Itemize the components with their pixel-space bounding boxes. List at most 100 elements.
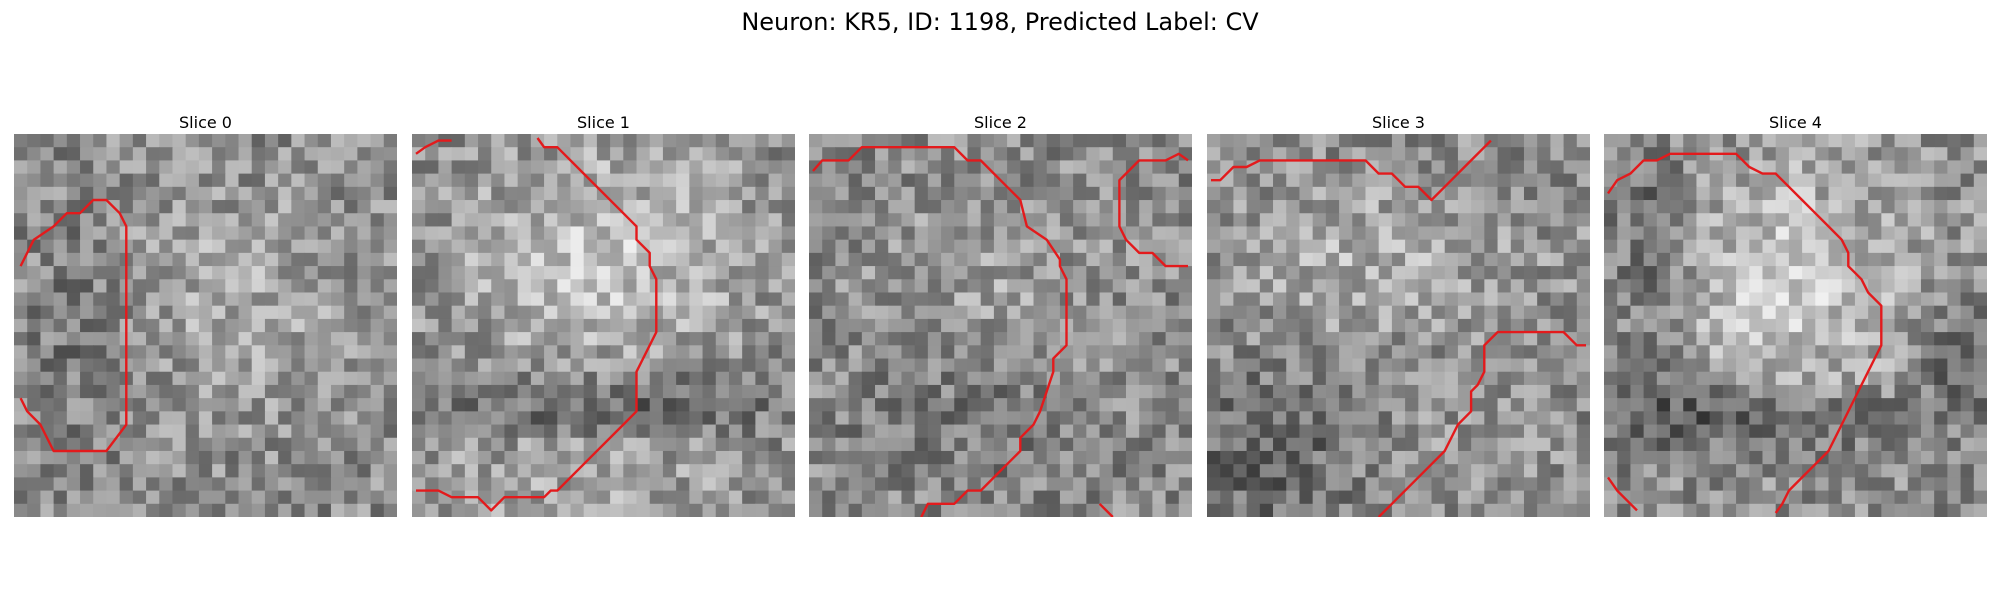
pixel bbox=[225, 345, 240, 360]
pixel bbox=[914, 292, 929, 307]
pixel bbox=[1299, 226, 1314, 241]
pixel bbox=[1802, 345, 1816, 360]
pixel bbox=[1537, 239, 1551, 254]
pixel bbox=[1418, 398, 1433, 412]
pixel bbox=[1934, 332, 1948, 346]
pixel bbox=[1576, 213, 1590, 227]
pixel bbox=[993, 398, 1008, 412]
pixel bbox=[159, 213, 173, 227]
pixel bbox=[238, 398, 253, 412]
pixel bbox=[1683, 398, 1697, 412]
pixel bbox=[146, 239, 160, 254]
pixel bbox=[225, 213, 240, 227]
pixel bbox=[1020, 266, 1035, 280]
pixel bbox=[106, 266, 121, 280]
pixel bbox=[383, 213, 397, 227]
pixel bbox=[914, 490, 929, 505]
pixel bbox=[1059, 464, 1074, 478]
pixel bbox=[1365, 398, 1380, 412]
slice-panel-2: Slice 2 bbox=[809, 112, 1192, 517]
pixel bbox=[1059, 173, 1074, 188]
pixel bbox=[583, 252, 598, 267]
pixel bbox=[491, 279, 505, 293]
pixel bbox=[742, 252, 756, 267]
pixel bbox=[1286, 450, 1300, 465]
pixel bbox=[980, 424, 995, 439]
pixel bbox=[1405, 213, 1419, 227]
pixel bbox=[1352, 239, 1366, 254]
pixel bbox=[1523, 371, 1538, 386]
pixel bbox=[225, 305, 240, 320]
pixel bbox=[781, 186, 795, 201]
pixel bbox=[1339, 464, 1353, 478]
pixel bbox=[330, 503, 345, 517]
pixel bbox=[1059, 186, 1074, 201]
pixel bbox=[901, 398, 916, 412]
pixel bbox=[1510, 305, 1525, 320]
pixel bbox=[768, 239, 783, 254]
pixel bbox=[1802, 147, 1816, 161]
pixel bbox=[1471, 292, 1485, 307]
pixel bbox=[1312, 384, 1327, 399]
pixel bbox=[478, 424, 492, 439]
pixel bbox=[1960, 266, 1975, 280]
pixel bbox=[1497, 318, 1512, 333]
pixel bbox=[1152, 384, 1167, 399]
pixel bbox=[1073, 424, 1087, 439]
pixel bbox=[1828, 398, 1843, 412]
pixel bbox=[1907, 200, 1922, 214]
pixel bbox=[264, 266, 279, 280]
pixel bbox=[1207, 160, 1221, 175]
pixel bbox=[491, 252, 505, 267]
pixel bbox=[1670, 279, 1684, 293]
pixel bbox=[1894, 450, 1909, 465]
pixel bbox=[1378, 437, 1393, 452]
pixel bbox=[610, 292, 624, 307]
pixel bbox=[53, 173, 68, 188]
pixel bbox=[1907, 503, 1922, 517]
pixel bbox=[1828, 371, 1843, 386]
pixel bbox=[66, 160, 81, 175]
pixel bbox=[185, 292, 200, 307]
pixel bbox=[304, 252, 319, 267]
pixel bbox=[781, 437, 795, 452]
pixel bbox=[1815, 345, 1830, 360]
pixel bbox=[1510, 226, 1525, 241]
pixel bbox=[809, 134, 823, 148]
pixel bbox=[344, 252, 358, 267]
pixel bbox=[1550, 490, 1565, 505]
pixel bbox=[888, 424, 902, 439]
pixel bbox=[330, 305, 345, 320]
pixel bbox=[1086, 186, 1101, 201]
pixel bbox=[875, 424, 889, 439]
pixel bbox=[1378, 477, 1393, 492]
pixel bbox=[1630, 490, 1645, 505]
pixel bbox=[1405, 266, 1419, 280]
pixel bbox=[172, 305, 187, 320]
pixel bbox=[383, 332, 397, 346]
pixel bbox=[238, 134, 253, 148]
pixel bbox=[1125, 292, 1140, 307]
pixel bbox=[1537, 398, 1551, 412]
pixel bbox=[649, 134, 664, 148]
pixel bbox=[1497, 200, 1512, 214]
pixel bbox=[1749, 226, 1763, 241]
pixel bbox=[1007, 411, 1021, 426]
pixel bbox=[1749, 318, 1763, 333]
pixel bbox=[1749, 490, 1763, 505]
pixel bbox=[689, 318, 704, 333]
pixel bbox=[1312, 345, 1327, 360]
pixel bbox=[40, 173, 55, 188]
pixel bbox=[264, 200, 279, 214]
pixel bbox=[993, 266, 1008, 280]
pixel bbox=[1391, 411, 1406, 426]
pixel bbox=[212, 411, 226, 426]
pixel bbox=[1220, 437, 1234, 452]
pixel bbox=[1775, 345, 1790, 360]
pixel bbox=[330, 134, 345, 148]
pixel bbox=[861, 450, 876, 465]
pixel bbox=[438, 437, 453, 452]
pixel bbox=[1749, 411, 1763, 426]
pixel bbox=[1788, 226, 1803, 241]
pixel bbox=[1259, 213, 1274, 227]
